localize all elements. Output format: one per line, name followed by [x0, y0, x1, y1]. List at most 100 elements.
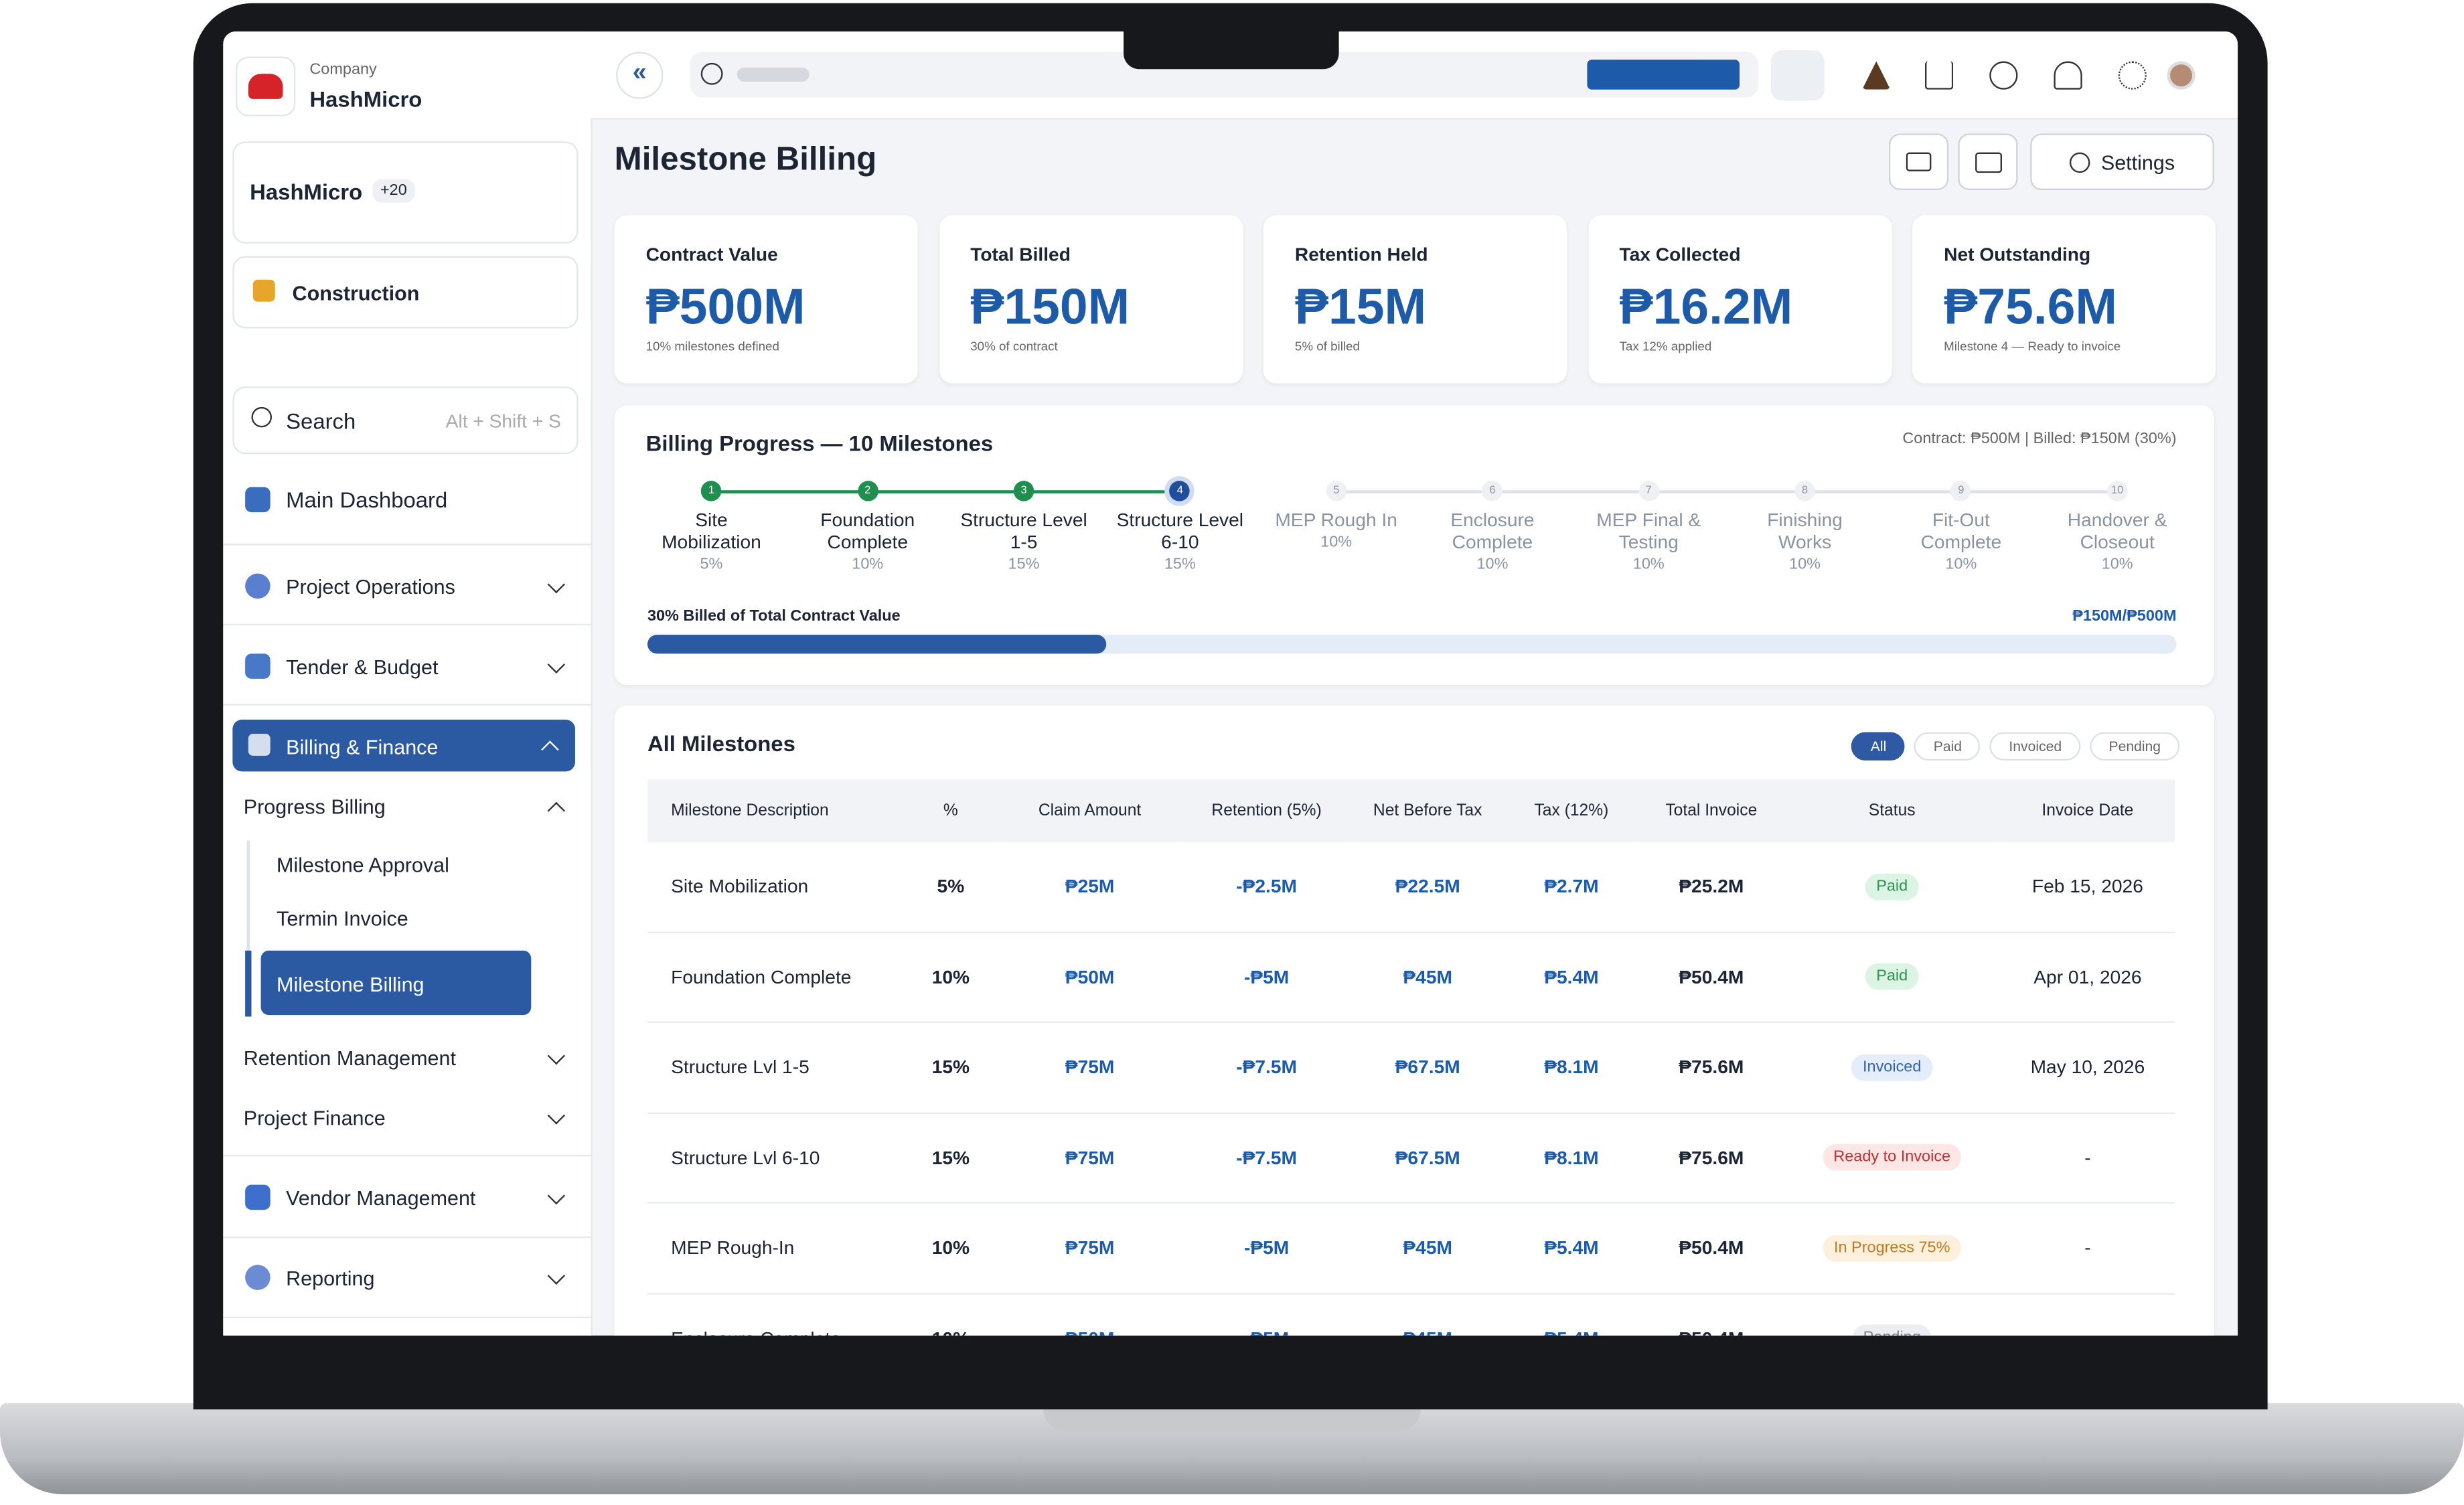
- step-percent: 10%: [1632, 556, 1665, 574]
- notification-icon[interactable]: [2054, 61, 2082, 90]
- table-cell: Enclosure Complete: [647, 1293, 904, 1336]
- screen: Company HashMicro HashMicro +20 Construc…: [223, 31, 2238, 1336]
- connector: [1804, 490, 1961, 493]
- table-cell: ₱50.4M: [1638, 931, 1784, 1023]
- menu-item[interactable]: Main Dashboard: [245, 487, 447, 513]
- status-cell: In Progress 75%: [1783, 1202, 2001, 1294]
- table-cell: ₱45M: [1351, 931, 1505, 1023]
- present-button[interactable]: [1889, 133, 1949, 190]
- settings-button[interactable]: Settings: [2030, 133, 2214, 190]
- table-cell: Foundation Complete: [647, 931, 904, 1023]
- menu-label: Milestone Approval: [277, 853, 449, 877]
- step-name: MEP Rough In: [1275, 509, 1397, 532]
- search-placeholder: Search: [286, 408, 356, 434]
- branch-badge: +20: [372, 179, 415, 203]
- menu-label: Billing & Finance: [286, 735, 439, 759]
- print-button[interactable]: [1958, 133, 2018, 190]
- filter-chip[interactable]: All: [1851, 732, 1906, 761]
- step-name: Finishing Works: [1767, 509, 1843, 554]
- step-number: 1: [701, 481, 722, 501]
- menu-item-active[interactable]: Billing & Finance: [232, 719, 575, 772]
- step-name: Site Mobilization: [662, 509, 761, 554]
- status-badge: Invoiced: [1851, 1054, 1932, 1081]
- table-cell: 5%: [903, 842, 998, 933]
- avatar[interactable]: [2167, 61, 2196, 90]
- step-percent: 10%: [852, 556, 884, 574]
- kpi-card: Contract Value ₱500M 10% milestones define…: [614, 215, 918, 384]
- step-number: 7: [1638, 481, 1659, 501]
- status-cell: Ready to Invoice: [1783, 1112, 2001, 1204]
- filter-chip[interactable]: Pending: [2090, 732, 2180, 761]
- table-cell: ₱50M: [998, 931, 1182, 1023]
- progress-card: Billing Progress — 10 Milestones Contrac…: [614, 405, 2214, 686]
- table-row[interactable]: Enclosure Complete10%₱50M-₱5M₱45M₱5.4M₱5…: [647, 1293, 2175, 1336]
- kpi-note: 5% of billed: [1294, 339, 1360, 354]
- table-row[interactable]: Site Mobilization 5% ₱25M -₱2.5M ₱22.5M ₱2.7M…: [647, 842, 2175, 933]
- menu-item[interactable]: Vendor Management: [245, 1184, 568, 1210]
- header-row: Milestone Description% Claim Amount Retent…: [647, 779, 2175, 842]
- table-cell: Structure Lvl 1-5: [647, 1022, 904, 1113]
- download-icon[interactable]: [1925, 61, 1954, 90]
- menu-label: Progress Billing: [243, 795, 386, 819]
- kpi-value: ₱16.2M: [1619, 278, 1793, 335]
- module-selector[interactable]: Construction: [232, 256, 579, 329]
- menu-item[interactable]: Tender & Budget: [245, 653, 568, 679]
- branch-selector[interactable]: HashMicro +20: [232, 141, 579, 244]
- table-cell: ₱5.4M: [1504, 931, 1639, 1023]
- filter-chip[interactable]: Invoiced: [1990, 732, 2081, 761]
- table-row[interactable]: Structure Lvl 6-10 15% ₱75M -₱7.5M ₱67.5M ₱8.…: [647, 1112, 2175, 1204]
- search-box[interactable]: Search Alt + Shift + S: [232, 386, 579, 455]
- table-cell: ₱67.5M: [1351, 1112, 1505, 1204]
- filter-button[interactable]: [1771, 50, 1825, 101]
- submenu-item[interactable]: Milestone Approval: [277, 853, 449, 876]
- connector: [1648, 490, 1805, 493]
- table-cell: ₱25M: [998, 842, 1182, 933]
- divider: [223, 1155, 591, 1157]
- search-icon: [251, 406, 273, 428]
- divider: [223, 1316, 591, 1319]
- kpi-note: 10% milestones defined: [645, 339, 779, 354]
- step-number: 8: [1794, 481, 1815, 501]
- menu-item[interactable]: Project Operations: [245, 573, 568, 599]
- menu-item[interactable]: Project Finance: [244, 1106, 569, 1129]
- company-name[interactable]: HashMicro: [309, 86, 422, 112]
- step-number: 10: [2106, 481, 2128, 501]
- menu-item[interactable]: Progress Billing: [243, 795, 569, 820]
- status-cell: Paid: [1783, 931, 2001, 1023]
- table-row[interactable]: Foundation Complete 10% ₱50M -₱5M ₱45M ₱5.4M ₱…: [647, 931, 2175, 1023]
- table-cell: May 10, 2026: [2000, 1022, 2175, 1113]
- table-title: All Milestones: [647, 730, 795, 756]
- table-cell: ₱50M: [998, 1293, 1182, 1336]
- table-row[interactable]: MEP Rough-In 10% ₱75M -₱5M ₱45M ₱5.4M ₱50.4M In…: [647, 1202, 2175, 1294]
- table-cell: MEP Rough-In: [647, 1202, 904, 1294]
- submenu-item-active[interactable]: Milestone Billing: [260, 950, 532, 1016]
- button-label: Settings: [2100, 150, 2175, 174]
- table-cell: -₱5M: [1181, 1293, 1352, 1336]
- submenu-item[interactable]: Termin Invoice: [277, 906, 408, 930]
- collapse-button[interactable]: «: [616, 52, 664, 99]
- kpi-value: ₱15M: [1294, 278, 1427, 335]
- kpi-note: Milestone 4 — Ready to invoice: [1944, 339, 2121, 354]
- help-icon[interactable]: [1989, 61, 2018, 90]
- table-cell: ₱22.5M: [1351, 842, 1505, 933]
- status-cell: Pending: [1783, 1293, 2001, 1336]
- filter-chip[interactable]: Paid: [1914, 732, 1981, 761]
- status-badge: Paid: [1865, 873, 1919, 900]
- table-cell: ₱75.6M: [1638, 1022, 1784, 1113]
- menu-item[interactable]: Reporting: [245, 1265, 568, 1290]
- table-row[interactable]: Structure Lvl 1-5 15% ₱75M -₱7.5M ₱67.5M ₱8.1…: [647, 1022, 2175, 1113]
- menu-item[interactable]: Retention Management: [244, 1046, 569, 1070]
- company-label: Company: [309, 61, 377, 79]
- status-cell: Invoiced: [1783, 1022, 2001, 1113]
- status-badge: Ready to Invoice: [1822, 1144, 1962, 1172]
- connector: [1024, 490, 1180, 493]
- kpi-label: Retention Held: [1294, 243, 1428, 266]
- settings-icon[interactable]: [2118, 61, 2147, 90]
- column-header: Retention (5%): [1181, 779, 1352, 842]
- table-cell: -₱2.5M: [1181, 842, 1352, 933]
- kpi-value: ₱500M: [645, 278, 805, 335]
- divider: [223, 623, 591, 626]
- column-header: Net Before Tax: [1351, 779, 1505, 842]
- tree-line: [246, 840, 250, 1014]
